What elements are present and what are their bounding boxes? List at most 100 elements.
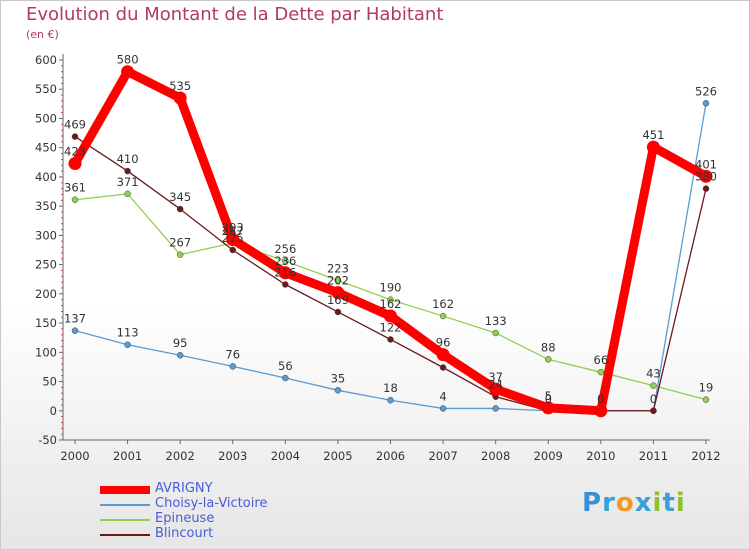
data-label: 18 bbox=[383, 381, 398, 395]
y-tick-label: 250 bbox=[35, 258, 57, 272]
data-point bbox=[229, 246, 236, 254]
data-point bbox=[439, 312, 447, 320]
x-tick-label: 2001 bbox=[113, 449, 142, 463]
data-label: 345 bbox=[169, 190, 191, 204]
data-point bbox=[439, 405, 447, 412]
x-tick-label: 2010 bbox=[586, 449, 615, 463]
data-point bbox=[492, 329, 499, 337]
data-point bbox=[384, 309, 397, 323]
data-label: 380 bbox=[695, 170, 717, 184]
data-point bbox=[492, 405, 499, 412]
x-tick-label: 2000 bbox=[60, 449, 89, 463]
data-label: 202 bbox=[327, 274, 349, 288]
data-label: 162 bbox=[380, 297, 402, 311]
y-tick-label: 100 bbox=[35, 345, 57, 359]
data-point bbox=[68, 156, 82, 170]
data-point bbox=[594, 404, 608, 418]
legend-swatch bbox=[100, 504, 150, 506]
data-point bbox=[71, 196, 79, 203]
data-label: 469 bbox=[64, 118, 86, 132]
data-point bbox=[387, 296, 394, 303]
data-point bbox=[702, 185, 710, 192]
data-point bbox=[282, 257, 289, 265]
data-label: 256 bbox=[274, 242, 296, 256]
x-tick-label: 2003 bbox=[218, 449, 247, 463]
data-point bbox=[71, 327, 79, 334]
axes: -500501001502002503003504004505005506002… bbox=[35, 53, 721, 463]
x-tick-label: 2006 bbox=[376, 449, 405, 463]
data-label: 361 bbox=[64, 181, 86, 195]
legend-swatch bbox=[100, 534, 150, 536]
series-lines bbox=[68, 65, 713, 418]
data-label: 216 bbox=[274, 265, 296, 279]
data-label: 371 bbox=[117, 175, 139, 189]
x-tick-label: 2005 bbox=[323, 449, 352, 463]
y-tick-label: 0 bbox=[50, 404, 57, 418]
data-label: 66 bbox=[594, 353, 609, 367]
data-label: 133 bbox=[485, 314, 507, 328]
data-label: 0 bbox=[650, 392, 657, 406]
data-point bbox=[541, 401, 555, 415]
data-label: 76 bbox=[225, 347, 240, 361]
data-label: 423 bbox=[64, 144, 86, 158]
data-label: 96 bbox=[436, 336, 451, 350]
data-label: 236 bbox=[274, 254, 296, 268]
data-point bbox=[176, 251, 184, 258]
data-point bbox=[650, 382, 657, 389]
data-label: 401 bbox=[695, 157, 717, 171]
data-label: 19 bbox=[699, 381, 714, 395]
y-tick-label: 500 bbox=[35, 111, 57, 125]
y-tick-label: 200 bbox=[35, 287, 57, 301]
data-point bbox=[489, 382, 503, 396]
data-label: 287 bbox=[222, 224, 244, 238]
legend-label: AVRIGNY bbox=[155, 481, 213, 496]
data-point bbox=[650, 407, 657, 415]
data-label: 56 bbox=[278, 359, 293, 373]
data-label: 37 bbox=[488, 370, 503, 384]
data-point bbox=[124, 190, 131, 198]
chart-title: Evolution du Montant de la Dette par Hab… bbox=[26, 4, 444, 25]
y-tick-label: 400 bbox=[35, 170, 57, 184]
data-label: 43 bbox=[646, 367, 661, 381]
data-label: 122 bbox=[380, 320, 402, 334]
legend-swatch bbox=[100, 519, 150, 521]
legend-swatch bbox=[100, 486, 150, 494]
data-point bbox=[439, 364, 447, 371]
legend-label: Blincourt bbox=[155, 526, 214, 541]
data-label: 451 bbox=[642, 128, 664, 142]
data-point bbox=[331, 286, 345, 300]
legend-label: Epineuse bbox=[155, 511, 215, 526]
data-point bbox=[646, 140, 660, 154]
data-label: 293 bbox=[222, 220, 244, 234]
data-point bbox=[334, 308, 342, 316]
x-tick-label: 2008 bbox=[481, 449, 510, 463]
data-point bbox=[121, 65, 135, 79]
data-label: 275 bbox=[222, 231, 244, 245]
data-point bbox=[282, 374, 289, 382]
y-tick-label: 300 bbox=[35, 228, 57, 242]
data-label: 410 bbox=[117, 152, 139, 166]
data-point bbox=[702, 396, 710, 403]
y-tick-label: 550 bbox=[35, 82, 57, 96]
data-label: 169 bbox=[327, 293, 349, 307]
data-point bbox=[229, 363, 236, 370]
data-point bbox=[124, 341, 131, 348]
data-point bbox=[176, 351, 184, 359]
data-point bbox=[124, 167, 131, 175]
data-point bbox=[71, 133, 79, 140]
chart-subtitle: (en €) bbox=[26, 28, 59, 41]
data-point bbox=[176, 205, 184, 213]
data-label: 0 bbox=[597, 392, 604, 406]
data-point bbox=[436, 348, 450, 362]
data-point bbox=[387, 396, 394, 404]
data-label: 526 bbox=[695, 84, 717, 98]
data-label: 35 bbox=[331, 371, 346, 385]
y-tick-label: -50 bbox=[38, 433, 57, 447]
data-point bbox=[334, 387, 342, 394]
data-label: 24 bbox=[488, 378, 503, 392]
data-label: 267 bbox=[169, 236, 191, 250]
data-label: 190 bbox=[380, 281, 402, 295]
x-tick-label: 2007 bbox=[428, 449, 457, 463]
